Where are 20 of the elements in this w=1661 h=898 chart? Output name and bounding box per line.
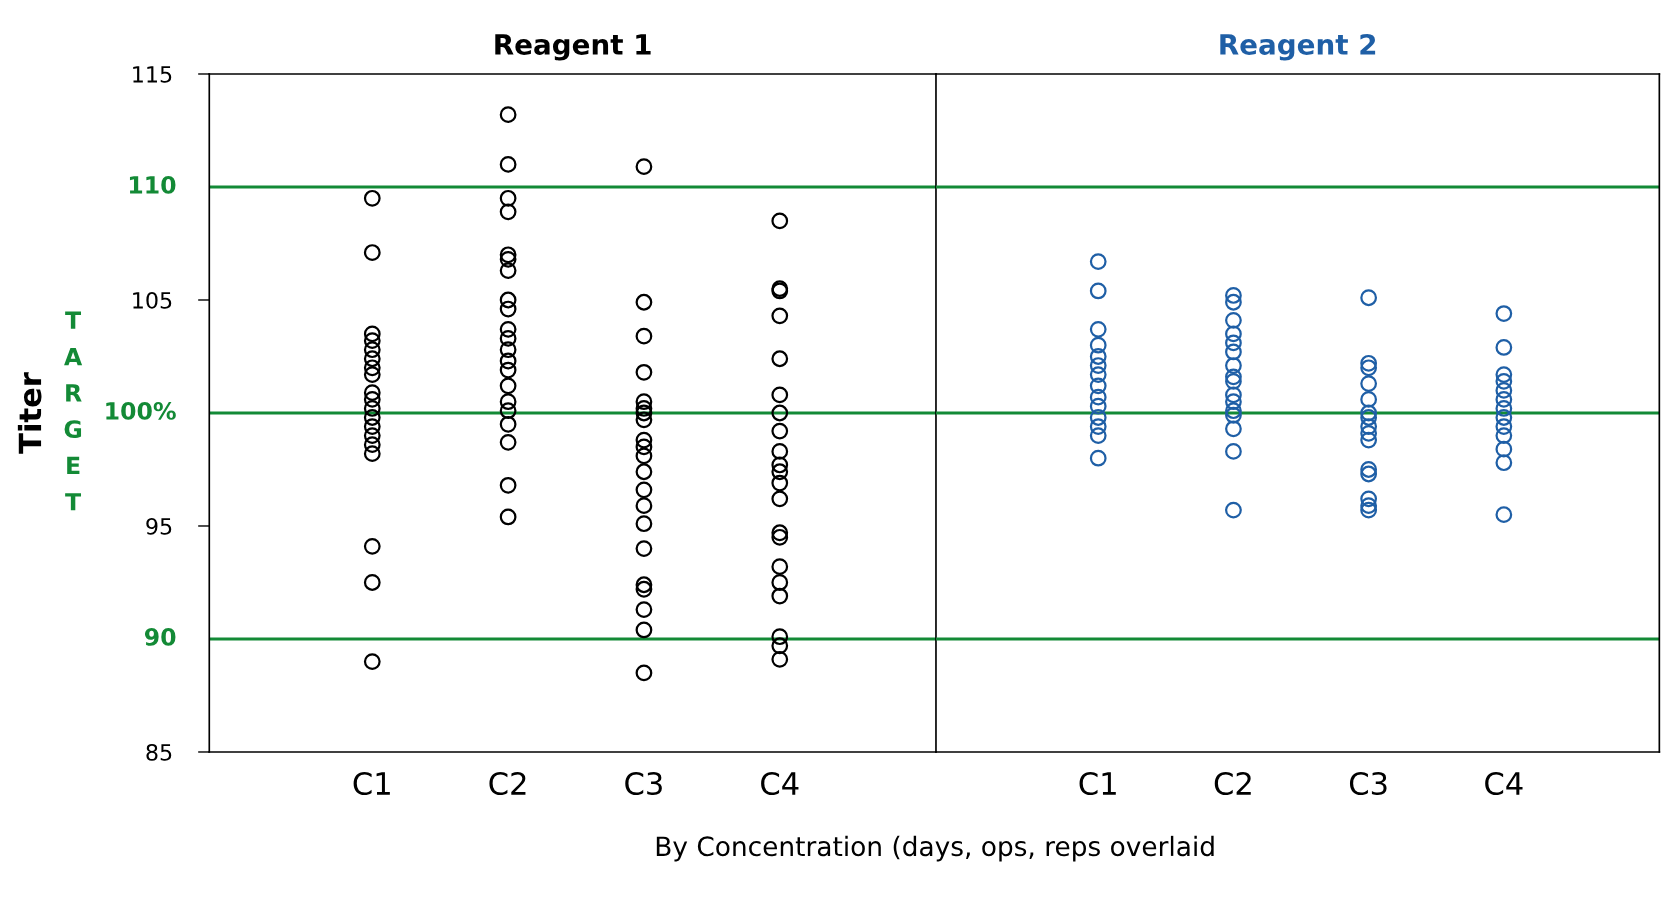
- ref-line-label: 110: [129, 175, 176, 194]
- x-tick-label: C4: [1485, 771, 1523, 796]
- chart-title: Reagent 2: [1220, 33, 1376, 61]
- y-tick-label: 95: [146, 517, 172, 535]
- y-axis-title: Titer: [17, 372, 42, 454]
- x-tick-label: C1: [353, 771, 390, 796]
- y-tick-label: 115: [133, 66, 172, 83]
- y-tick-label: 85: [146, 743, 172, 761]
- ref-line-label: 100%: [106, 401, 176, 420]
- x-axis-title: By Concentration (days, ops, reps overlaid: [656, 835, 1214, 862]
- y-tick-label: 105: [133, 291, 172, 309]
- x-tick-label: C3: [625, 771, 662, 796]
- x-tick-label: C3: [1349, 771, 1387, 796]
- x-tick-label: C2: [1214, 771, 1251, 796]
- x-tick-label: C2: [489, 771, 526, 796]
- x-tick-label: C4: [761, 771, 799, 796]
- x-tick-label: C1: [1079, 771, 1116, 796]
- ref-line-label: 90: [144, 627, 176, 646]
- text: TARGET: [64, 311, 83, 511]
- chart-title: Reagent 1: [495, 34, 651, 61]
